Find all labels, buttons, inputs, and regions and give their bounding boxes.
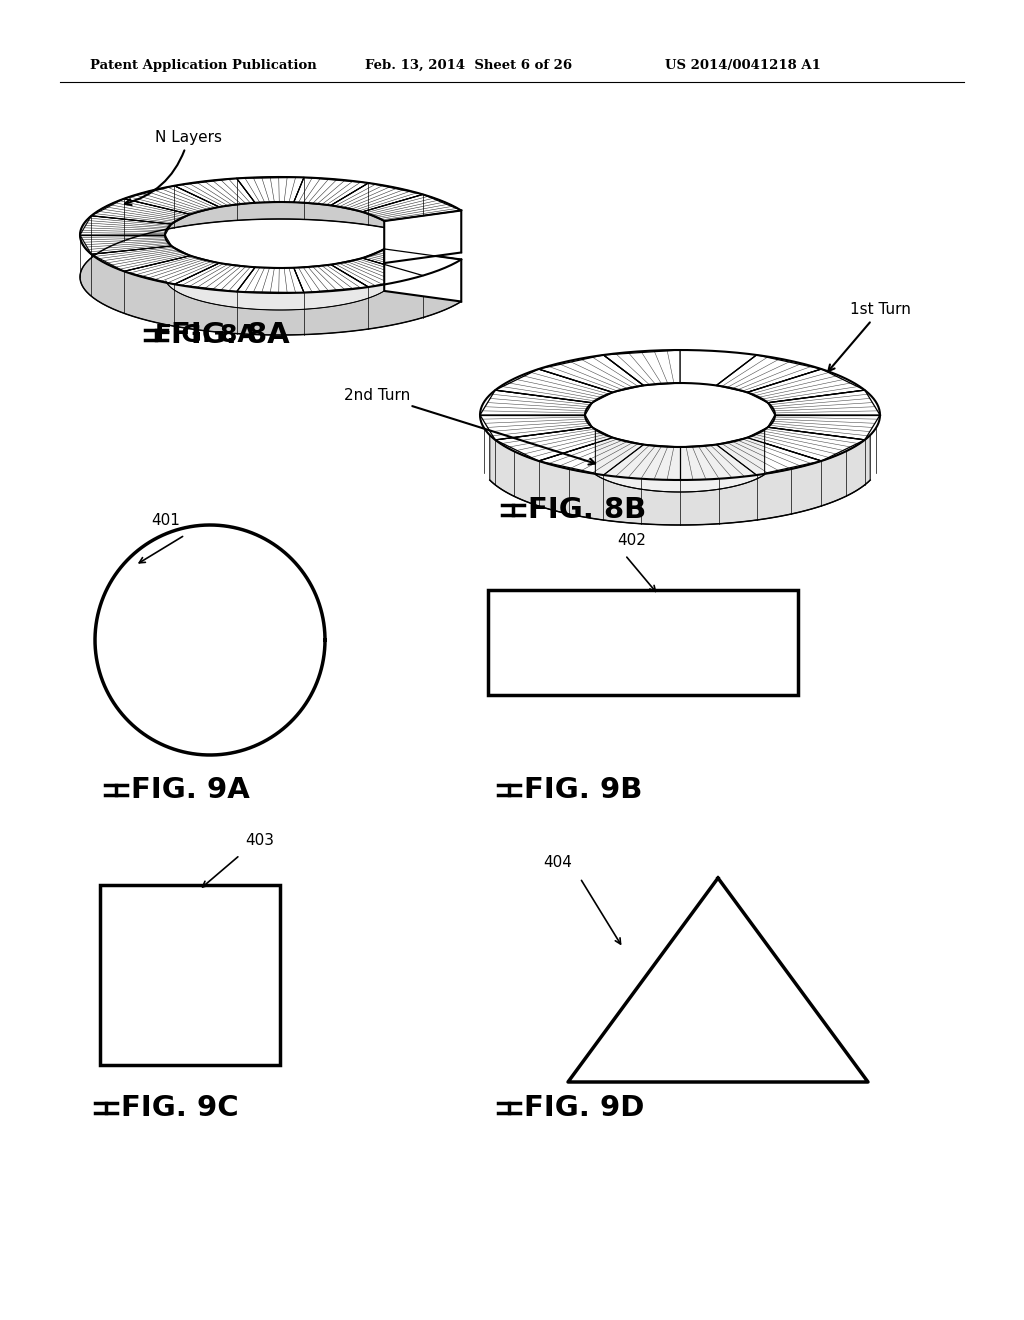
Polygon shape [680, 445, 757, 480]
Polygon shape [174, 178, 255, 207]
Polygon shape [539, 355, 644, 392]
Text: FIG. 8B: FIG. 8B [528, 496, 646, 524]
Text: FIG. 9A: FIG. 9A [131, 776, 250, 804]
Polygon shape [539, 438, 644, 475]
Polygon shape [80, 235, 171, 255]
Text: 402: 402 [617, 533, 646, 548]
Polygon shape [603, 445, 680, 480]
Polygon shape [294, 264, 369, 293]
Polygon shape [80, 215, 171, 235]
Text: FIG. 9B: FIG. 9B [524, 776, 642, 804]
Text: 1st Turn: 1st Turn [828, 302, 911, 371]
Text: 403: 403 [245, 833, 274, 847]
Bar [488, 590, 798, 696]
Polygon shape [480, 391, 592, 414]
Polygon shape [91, 199, 190, 224]
Polygon shape [294, 177, 369, 206]
Polygon shape [489, 436, 870, 525]
Polygon shape [362, 194, 461, 220]
Polygon shape [768, 414, 880, 440]
Polygon shape [717, 438, 821, 475]
Polygon shape [166, 239, 384, 310]
Polygon shape [91, 246, 190, 272]
Polygon shape [496, 428, 612, 461]
Polygon shape [603, 350, 680, 385]
Polygon shape [595, 429, 765, 492]
Text: Patent Application Publication: Patent Application Publication [90, 58, 316, 71]
Text: 2nd Turn: 2nd Turn [344, 388, 595, 465]
Text: Feb. 13, 2014  Sheet 6 of 26: Feb. 13, 2014 Sheet 6 of 26 [365, 58, 572, 71]
Polygon shape [480, 414, 592, 440]
Polygon shape [384, 249, 461, 301]
Text: FIG. 9C: FIG. 9C [121, 1094, 239, 1122]
Polygon shape [748, 370, 865, 403]
Polygon shape [384, 210, 461, 263]
Text: FIG. 8A: FIG. 8A [171, 321, 290, 348]
Polygon shape [748, 428, 865, 461]
Polygon shape [80, 177, 461, 335]
Polygon shape [237, 177, 304, 203]
Polygon shape [237, 267, 304, 293]
Polygon shape [768, 391, 880, 414]
Text: 404: 404 [543, 855, 572, 870]
Text: 401: 401 [152, 513, 180, 528]
Polygon shape [174, 263, 255, 292]
Polygon shape [362, 249, 461, 276]
Polygon shape [124, 256, 219, 284]
Text: FIG. 9D: FIG. 9D [524, 1094, 644, 1122]
Polygon shape [717, 355, 821, 392]
Text: US 2014/0041218 A1: US 2014/0041218 A1 [665, 58, 821, 71]
Text: N Layers: N Layers [125, 129, 222, 205]
Text: FIG. 8A: FIG. 8A [155, 323, 257, 347]
Polygon shape [124, 186, 219, 214]
Bar [100, 884, 280, 1065]
Polygon shape [331, 259, 423, 286]
Polygon shape [496, 370, 612, 403]
Polygon shape [331, 183, 423, 213]
